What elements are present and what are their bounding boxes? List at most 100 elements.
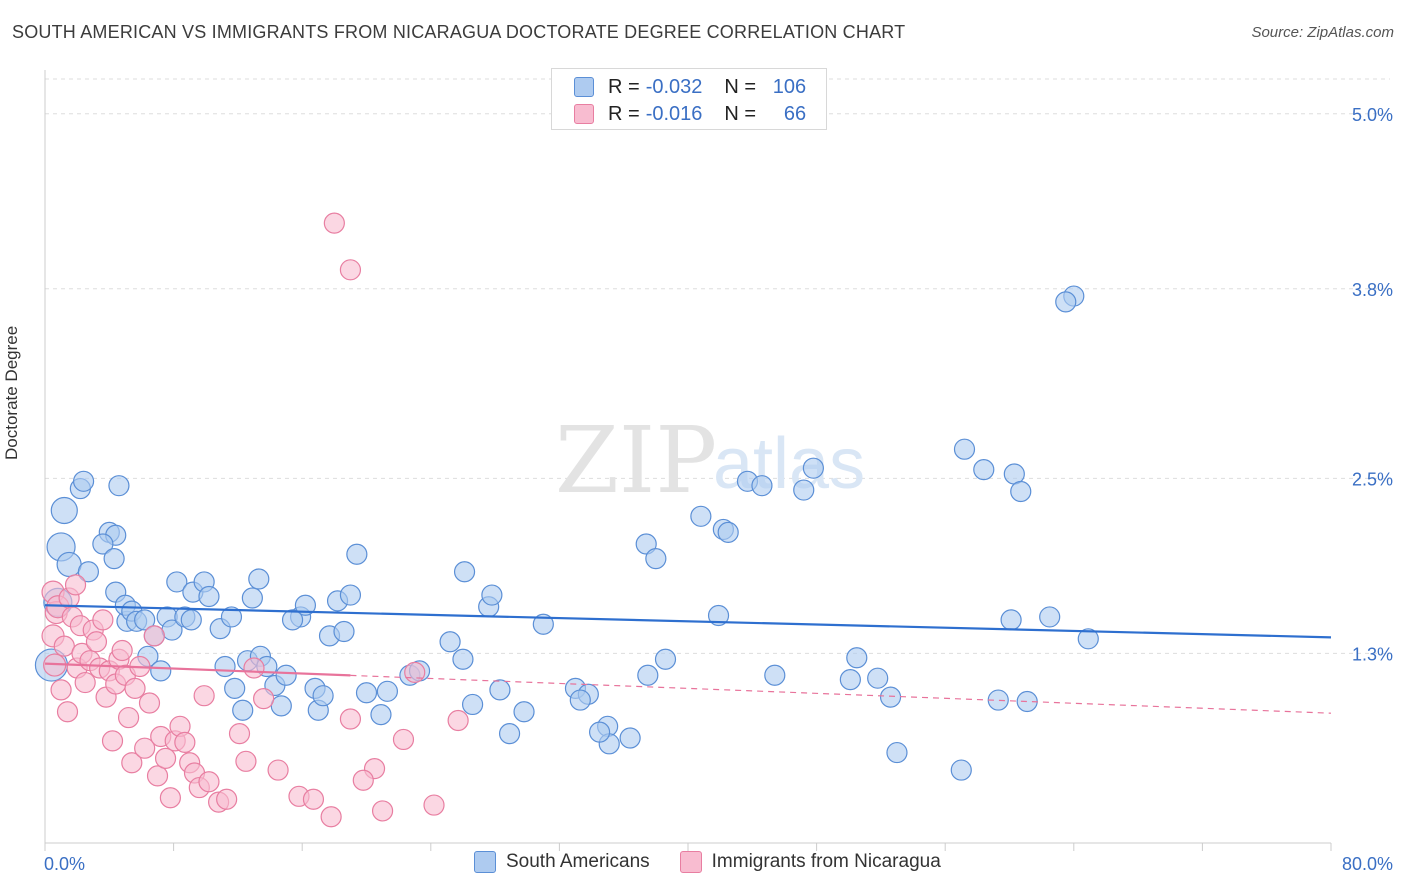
south-american-point: [50, 496, 78, 525]
south-american-point: [166, 571, 188, 593]
south-american-point: [198, 585, 220, 608]
watermark: ZIP atlas: [555, 407, 865, 514]
nicaragua-point: [138, 692, 161, 714]
nicaragua-point: [154, 747, 177, 770]
south-american-point: [498, 723, 521, 745]
south-american-point: [346, 543, 368, 565]
series-legend: South Americans Immigrants from Nicaragu…: [474, 851, 971, 873]
legend-swatch-pink: [679, 851, 702, 873]
nicaragua-point: [447, 709, 469, 732]
south-american-point: [376, 680, 398, 702]
south-american-point: [867, 667, 889, 689]
south-american-point: [355, 682, 378, 704]
south-american-point: [270, 695, 292, 717]
south-american-point: [339, 584, 362, 606]
south-american-point: [312, 685, 334, 707]
data-points: [34, 212, 1099, 828]
nicaragua-point: [50, 679, 72, 701]
south-american-point: [751, 475, 773, 497]
trend-lines: [44, 604, 1332, 714]
south-american-point: [370, 704, 392, 726]
nicaragua-point: [121, 752, 143, 774]
south-american-point: [214, 655, 236, 678]
south-american-point: [637, 664, 659, 686]
nicaragua-point: [352, 769, 374, 791]
axes: [44, 70, 1332, 851]
nicaragua-point: [302, 788, 325, 810]
south-american-point: [439, 631, 461, 653]
nicaragua-point: [56, 701, 79, 723]
south-american-point: [241, 587, 263, 609]
south-american-point: [248, 568, 270, 590]
south-american-point: [619, 727, 641, 749]
south-american-point: [453, 561, 476, 583]
nicaragua-trend-line-dashed: [350, 674, 1332, 714]
legend-swatch-blue: [574, 77, 594, 97]
south-american-point: [489, 679, 511, 701]
legend-n-label: N =: [724, 102, 757, 125]
x-tick-label: 80.0%: [1342, 854, 1393, 874]
legend-n-value: 66: [783, 102, 807, 125]
south-american-point: [588, 721, 611, 743]
south-american-point: [532, 613, 554, 635]
south-american-point: [108, 475, 130, 497]
south-american-point: [645, 547, 667, 570]
south-american-point: [275, 664, 297, 686]
nicaragua-point: [174, 731, 196, 753]
grid-lines: [45, 78, 1390, 654]
south-american-point: [569, 689, 591, 711]
legend-n-label: N =: [724, 75, 757, 98]
south-american-point: [1055, 291, 1077, 313]
legend-label: South Americans: [506, 851, 650, 872]
south-american-point: [452, 648, 474, 670]
nicaragua-point: [146, 765, 169, 787]
correlation-legend: R = -0.032 N = 106 R = -0.016 N = 66: [551, 68, 827, 130]
legend-item-south-americans: South Americans: [474, 851, 650, 873]
south-american-point: [150, 660, 172, 682]
source-label: Source: ZipAtlas.com: [1251, 24, 1394, 41]
nicaragua-point: [117, 706, 140, 729]
nicaragua-point: [124, 677, 146, 700]
south-american-point: [802, 457, 824, 479]
y-tick-label: 3.8%: [1352, 280, 1393, 300]
y-tick-label: 5.0%: [1352, 105, 1393, 125]
south-american-point: [281, 609, 304, 631]
nicaragua-point: [371, 800, 394, 822]
south-american-point: [846, 647, 868, 669]
south-american-point: [973, 459, 995, 481]
south-american-point: [1010, 480, 1032, 503]
nicaragua-point: [404, 661, 426, 683]
nicaragua-point: [267, 759, 289, 781]
nicaragua-point: [323, 212, 345, 234]
south-american-point: [1000, 609, 1022, 631]
legend-item-nicaragua: Immigrants from Nicaragua: [679, 851, 941, 873]
nicaragua-point: [134, 737, 156, 759]
south-american-point: [294, 594, 317, 616]
south-american-point: [513, 701, 535, 723]
legend-r-label: R =: [608, 102, 640, 125]
south-american-point: [839, 669, 861, 691]
y-tick-label: 2.5%: [1352, 469, 1393, 489]
nicaragua-point: [235, 750, 257, 772]
nicaragua-point: [111, 639, 133, 662]
legend-r-value: -0.016: [645, 102, 703, 125]
nicaragua-point: [423, 794, 445, 816]
south-american-point: [1077, 628, 1099, 650]
legend-row-nicaragua: R = -0.016 N = 66: [574, 102, 806, 126]
legend-row-south-americans: R = -0.032 N = 106: [574, 75, 806, 99]
nicaragua-point: [64, 574, 87, 596]
nicaragua-point: [159, 787, 181, 809]
nicaragua-point: [193, 685, 215, 707]
south-american-point: [793, 479, 815, 501]
nicaragua-point: [320, 806, 342, 828]
legend-n-value: 106: [772, 75, 807, 98]
south-american-point: [717, 521, 739, 543]
south-american-point: [879, 686, 902, 708]
south-americans-trend-line: [44, 604, 1332, 639]
watermark-atlas: atlas: [713, 424, 865, 504]
watermark-zip: ZIP: [555, 407, 717, 514]
south-american-point: [707, 604, 730, 627]
south-american-point: [224, 677, 246, 700]
south-american-point: [1039, 606, 1061, 628]
